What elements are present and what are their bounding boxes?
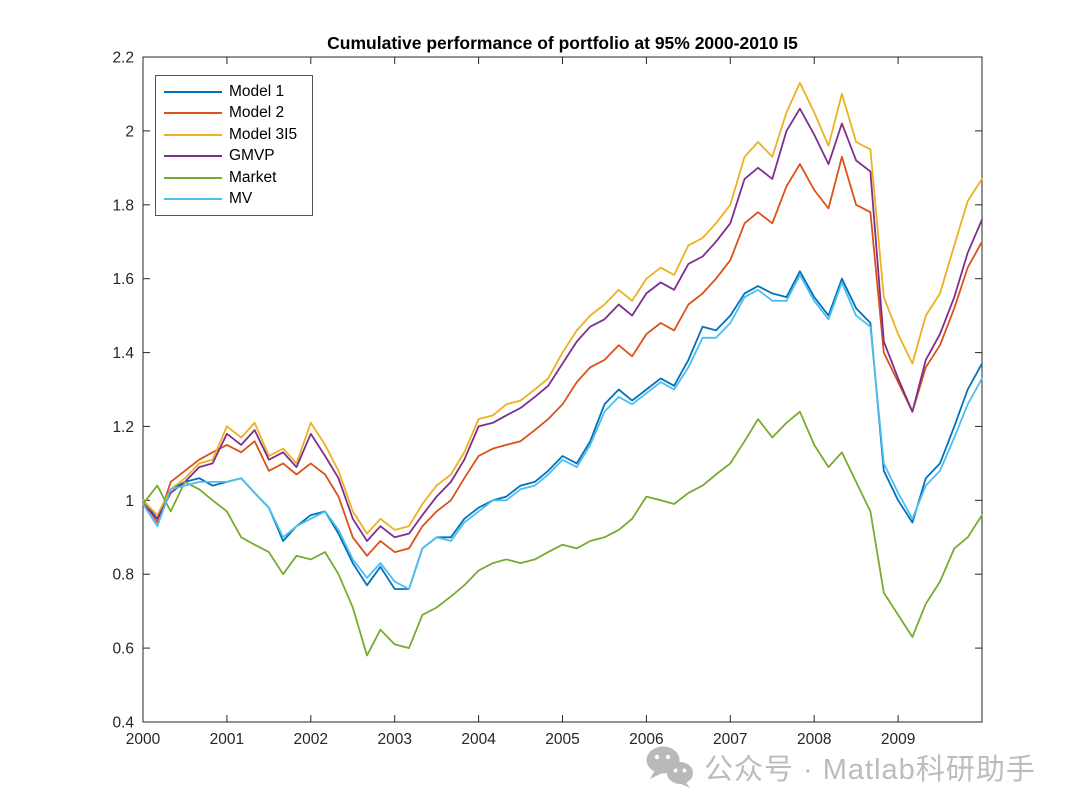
watermark: 公众号 · Matlab科研助手: [645, 746, 1036, 788]
x-tick-label: 2002: [294, 731, 328, 748]
legend-line-swatch: [164, 198, 222, 201]
legend-label: Market: [229, 168, 277, 186]
legend-label: Model 2: [229, 104, 285, 122]
x-tick-label: 2003: [377, 731, 411, 748]
series-line-gmvp: [142, 107, 983, 542]
legend-line-swatch: [164, 112, 222, 115]
series-line-model-1: [142, 270, 983, 590]
legend-label: MV: [229, 190, 253, 208]
chart-title: Cumulative performance of portfolio at 9…: [327, 33, 798, 53]
x-tick-label: 2007: [713, 731, 747, 748]
y-tick-label: 2: [125, 123, 134, 140]
legend-item-market: Market: [164, 167, 312, 189]
x-tick-label: 2006: [629, 731, 663, 748]
series-line-model-3i5: [142, 82, 983, 535]
legend-line-swatch: [164, 133, 222, 136]
legend-label: Model 3I5: [229, 125, 298, 143]
x-tick-label: 2005: [545, 731, 579, 748]
x-tick-label: 2004: [461, 731, 496, 748]
x-tick-label: 2008: [797, 731, 831, 748]
y-tick-label: 1.2: [112, 419, 134, 436]
y-tick-label: 1: [125, 493, 134, 510]
series-line-mv: [142, 274, 983, 590]
legend-line-swatch: [164, 176, 222, 179]
y-tick-label: 0.4: [112, 715, 134, 732]
x-tick-label: 2000: [126, 731, 161, 748]
legend-line-swatch: [164, 90, 222, 93]
watermark-text: 公众号 · Matlab科研助手: [704, 754, 1036, 786]
legend-item-mv: MV: [164, 189, 312, 211]
legend-item-model-1: Model 1: [164, 81, 312, 103]
y-tick-label: 2.2: [112, 50, 134, 67]
legend-item-gmvp: GMVP: [164, 146, 312, 168]
x-tick-label: 2001: [210, 731, 244, 748]
legend-item-model-2: Model 2: [164, 103, 312, 125]
wechat-icon: [646, 746, 693, 788]
y-tick-label: 0.8: [112, 567, 134, 584]
series-line-model-2: [142, 155, 983, 557]
x-tick-label: 2009: [881, 731, 915, 748]
legend-box: Model 1 Model 2 Model 3I5 GMVP Market MV: [155, 75, 313, 216]
legend-line-swatch: [164, 155, 222, 158]
y-tick-label: 1.6: [112, 271, 134, 288]
y-tick-label: 0.6: [112, 641, 134, 658]
legend-label: Model 1: [229, 82, 285, 100]
legend-item-model-3i5: Model 3I5: [164, 124, 312, 146]
series-line-market: [142, 410, 983, 657]
legend-label: GMVP: [229, 147, 275, 165]
y-tick-label: 1.4: [112, 345, 134, 362]
y-tick-label: 1.8: [112, 197, 134, 214]
